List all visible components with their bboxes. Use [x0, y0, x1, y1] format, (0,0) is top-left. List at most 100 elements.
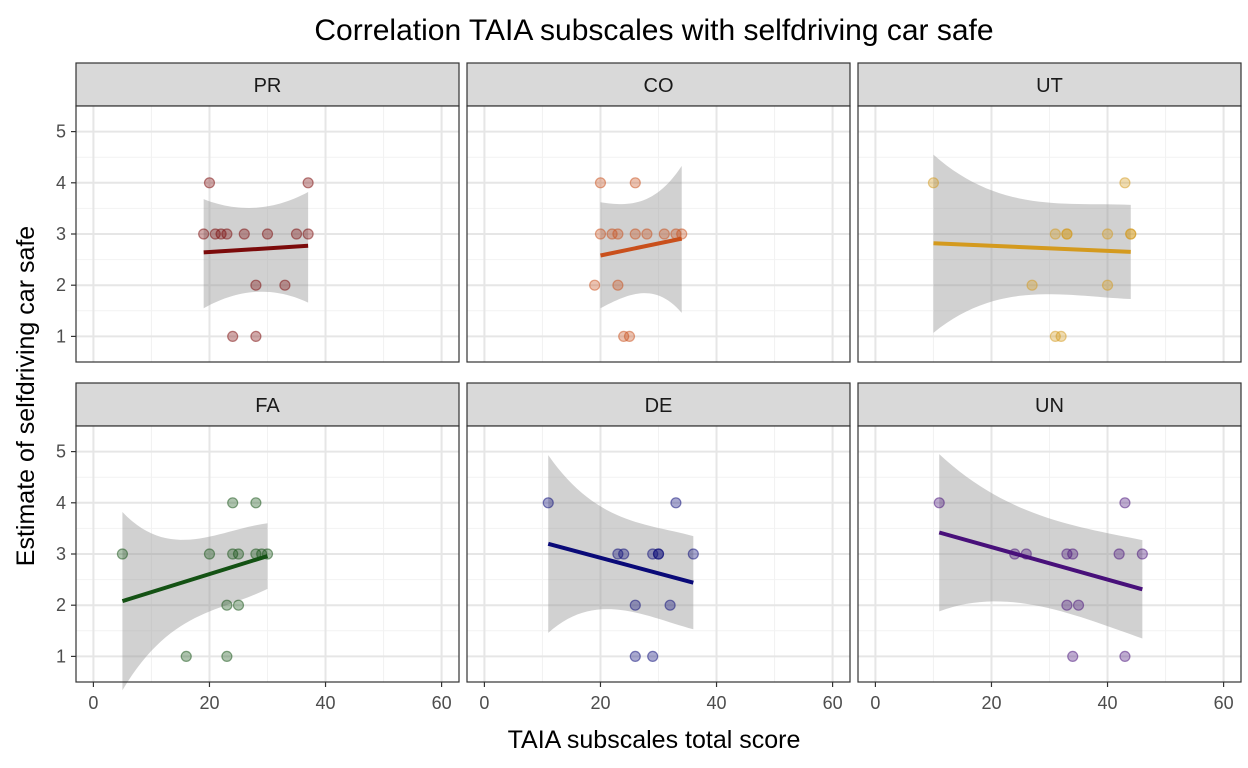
regression-line — [203, 243, 309, 255]
y-axis-title: Estimate of selfdriving car safe — [12, 226, 40, 566]
panel-co: CO — [466, 62, 851, 363]
confidence-band — [933, 154, 1131, 333]
data-point — [1119, 497, 1131, 509]
data-point — [290, 228, 303, 240]
data-point — [1026, 279, 1038, 291]
data-point — [302, 228, 314, 240]
y-tick-label: 3 — [56, 544, 66, 564]
confidence-band — [939, 454, 1143, 639]
chart-title: Correlation TAIA subscales with selfdriv… — [314, 14, 993, 47]
data-point — [232, 548, 245, 560]
data-point — [612, 228, 624, 240]
data-point — [250, 279, 262, 291]
data-point — [618, 548, 630, 560]
data-point — [542, 497, 554, 509]
data-point — [261, 228, 274, 240]
x-tick-label: 0 — [479, 693, 489, 713]
panel-ut: UT — [857, 62, 1242, 363]
data-point — [1061, 548, 1073, 560]
data-point — [1061, 228, 1073, 240]
regression-line — [547, 541, 694, 585]
regression-line — [121, 554, 269, 604]
data-point — [1072, 599, 1085, 611]
x-tick-label: 0 — [870, 693, 880, 713]
strip-label: PR — [254, 75, 282, 97]
data-point — [238, 228, 250, 240]
data-point — [250, 497, 262, 509]
data-point — [1119, 177, 1131, 189]
data-point — [198, 228, 210, 240]
y-tick-label: 2 — [56, 595, 66, 615]
x-tick-label: 60 — [1214, 693, 1234, 713]
data-point — [227, 497, 239, 509]
data-point — [1136, 548, 1148, 560]
regression-line — [938, 530, 1143, 592]
data-point — [1101, 279, 1114, 291]
confidence-band — [548, 455, 694, 633]
y-tick-label: 4 — [56, 493, 66, 513]
data-point — [594, 228, 607, 240]
x-tick-label: 40 — [1098, 693, 1118, 713]
data-point — [647, 548, 659, 560]
data-point — [618, 330, 630, 342]
strip-label: UT — [1036, 75, 1063, 97]
x-tick-label: 40 — [707, 693, 727, 713]
data-point — [1067, 650, 1079, 663]
data-point — [1119, 650, 1131, 663]
data-point — [180, 650, 192, 663]
data-point — [623, 330, 636, 342]
strip-ut — [857, 62, 1242, 107]
data-point — [215, 228, 227, 240]
x-tick-label: 60 — [432, 693, 452, 713]
data-point — [641, 228, 653, 240]
strip-fa — [75, 382, 460, 427]
y-tick-label: 1 — [56, 326, 66, 346]
data-point — [1049, 228, 1061, 240]
data-point — [589, 279, 601, 291]
y-tick-label: 2 — [56, 275, 66, 295]
strip-label: CO — [644, 75, 674, 97]
data-point — [1055, 330, 1067, 342]
data-point — [209, 228, 221, 240]
data-point — [203, 548, 216, 560]
data-point — [647, 650, 659, 663]
y-tick-label: 3 — [56, 224, 66, 244]
y-tick-label: 4 — [56, 173, 66, 193]
strip-label: UN — [1035, 395, 1064, 417]
data-point — [1049, 330, 1061, 342]
data-point — [629, 650, 641, 663]
data-point — [203, 177, 216, 189]
data-point — [664, 599, 676, 611]
data-point — [933, 497, 945, 509]
data-point — [658, 228, 670, 240]
panel-fa: FA 1 2 3 4 5 0 20 40 60 — [56, 382, 460, 713]
data-point — [612, 548, 624, 560]
strip-label: FA — [255, 395, 280, 417]
data-point — [250, 330, 262, 342]
panel-border — [466, 105, 851, 363]
regression-line — [933, 241, 1131, 254]
data-point — [927, 177, 940, 189]
x-tick-label: 40 — [316, 693, 336, 713]
panel-pr: PR 1 2 3 4 5 — [56, 62, 460, 363]
data-point — [279, 279, 291, 291]
data-point — [1113, 548, 1125, 560]
data-point — [302, 177, 314, 189]
panel-un: UN 0 20 40 60 — [857, 382, 1242, 713]
regression-line — [600, 236, 683, 258]
data-point — [116, 548, 129, 560]
data-point — [221, 228, 233, 240]
data-point — [221, 599, 233, 611]
data-point — [629, 228, 641, 240]
data-point — [652, 548, 665, 560]
x-axis-title: TAIA subscales total score — [508, 726, 801, 754]
data-point — [227, 548, 239, 560]
x-tick-label: 20 — [981, 693, 1001, 713]
x-tick-label: 60 — [823, 693, 843, 713]
data-point — [629, 177, 641, 189]
data-point — [1061, 599, 1073, 611]
x-tick-label: 20 — [590, 693, 610, 713]
panel-grid: PR 1 2 3 4 5 CO UT FA 1 2 3 4 5 0 20 40 60 DE 0 20 40 60 UN 0 20 4… — [56, 62, 1242, 713]
data-point — [227, 330, 239, 342]
data-point — [1067, 548, 1079, 560]
